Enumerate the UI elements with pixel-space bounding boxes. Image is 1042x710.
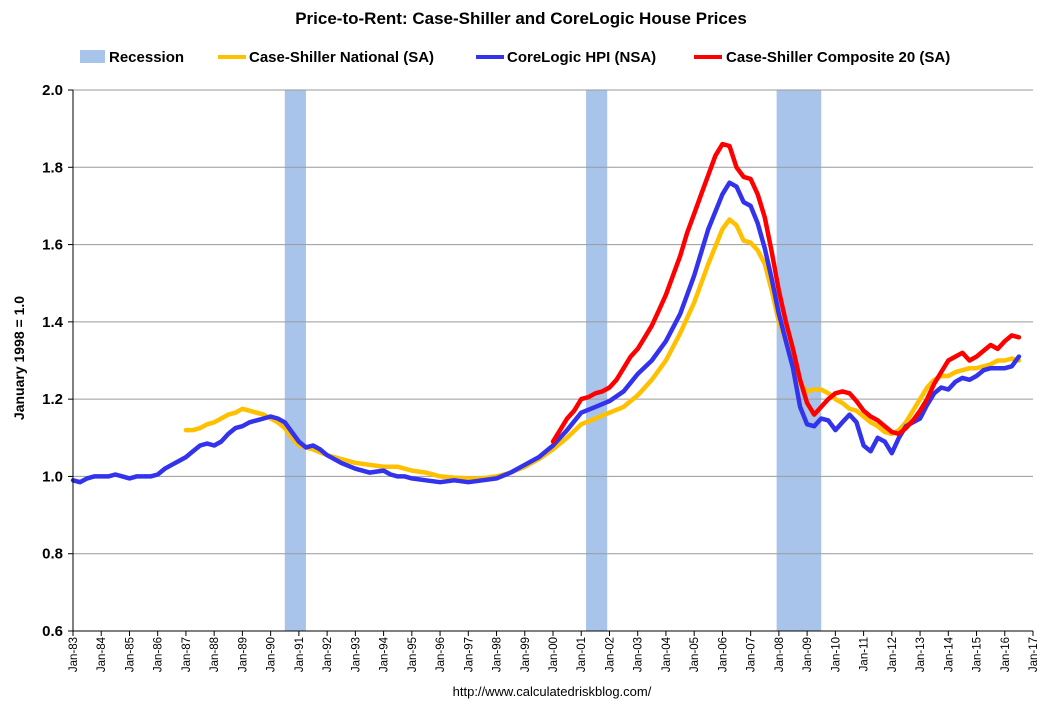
x-tick-label-5: Jan-88 <box>209 637 221 672</box>
x-tick-label-10: Jan-93 <box>350 637 362 672</box>
x-tick-label-21: Jan-04 <box>661 636 673 672</box>
plot-area <box>73 90 1033 631</box>
series-line-2 <box>70 180 1022 485</box>
x-tick-label-20: Jan-03 <box>633 637 645 672</box>
chart-title: Price-to-Rent: Case-Shiller and CoreLogi… <box>295 9 747 28</box>
x-tick-label-31: Jan-14 <box>943 636 955 672</box>
x-tick-label-8: Jan-91 <box>294 637 306 672</box>
y-tick-label-2: 1.0 <box>42 468 63 485</box>
x-tick-label-32: Jan-15 <box>972 637 984 672</box>
x-tick-label-29: Jan-12 <box>887 637 899 672</box>
recession-bands <box>284 90 822 631</box>
x-tick-label-12: Jan-95 <box>407 637 419 672</box>
legend-label-recession: Recession <box>109 49 184 66</box>
source-text: http://www.calculatedriskblog.com/ <box>453 684 652 699</box>
x-axis-ticks: Jan-83 Jan-84 Jan-85 Jan-86 Jan-87 Jan-88 Jan-… <box>68 631 1040 672</box>
x-tick-label-3: Jan-86 <box>153 637 165 672</box>
x-tick-label-9: Jan-92 <box>322 637 334 672</box>
legend-label-corelogic: CoreLogic HPI (NSA) <box>507 49 656 66</box>
x-tick-label-7: Jan-90 <box>266 637 278 672</box>
y-tick-label-0: 0.6 <box>42 623 63 640</box>
series-lines <box>70 141 1022 485</box>
x-tick-label-23: Jan-06 <box>717 637 729 672</box>
x-tick-label-1: Jan-84 <box>96 636 108 672</box>
series-line-3 <box>550 141 1022 444</box>
x-tick-label-25: Jan-08 <box>774 637 786 672</box>
y-tick-label-1: 0.8 <box>42 546 63 563</box>
x-tick-label-4: Jan-87 <box>181 637 193 672</box>
series-line-1 <box>183 217 1022 481</box>
x-tick-label-6: Jan-89 <box>237 637 249 672</box>
y-tick-label-7: 2.0 <box>42 82 63 99</box>
x-tick-label-26: Jan-09 <box>802 637 814 672</box>
y-tick-label-5: 1.6 <box>42 237 63 254</box>
x-tick-label-0: Jan-83 <box>68 637 80 672</box>
plot-background <box>73 90 1033 631</box>
y-axis-ticks: 0.6 0.8 1.0 1.2 1.4 1.6 1.8 2.0 <box>42 82 73 640</box>
y-tick-label-6: 1.8 <box>42 159 63 176</box>
x-tick-label-11: Jan-94 <box>379 636 391 672</box>
y-tick-label-4: 1.4 <box>42 314 64 331</box>
x-tick-label-14: Jan-97 <box>463 637 475 672</box>
legend-label-case-shiller-national: Case-Shiller National (SA) <box>249 49 434 66</box>
x-tick-label-22: Jan-05 <box>689 637 701 672</box>
recession-band-1 <box>284 90 306 631</box>
y-axis-label: January 1998 = 1.0 <box>11 296 27 420</box>
x-tick-label-19: Jan-02 <box>605 637 617 672</box>
x-tick-label-33: Jan-16 <box>1000 637 1012 672</box>
y-tick-label-3: 1.2 <box>42 391 63 408</box>
x-tick-label-17: Jan-00 <box>548 637 560 672</box>
x-tick-label-2: Jan-85 <box>125 637 137 672</box>
recession-band-2 <box>586 90 608 631</box>
x-tick-label-15: Jan-98 <box>492 637 504 672</box>
legend: Recession Case-Shiller National (SA) Cor… <box>80 49 950 66</box>
x-tick-label-34: Jan-17 <box>1028 637 1040 672</box>
x-tick-label-24: Jan-07 <box>746 637 758 672</box>
x-tick-label-13: Jan-96 <box>435 637 447 672</box>
legend-label-case-shiller-composite-20: Case-Shiller Composite 20 (SA) <box>726 49 950 66</box>
x-tick-label-27: Jan-10 <box>830 637 842 672</box>
x-tick-label-16: Jan-99 <box>520 637 532 672</box>
x-tick-label-30: Jan-13 <box>915 637 927 672</box>
legend-swatch-recession <box>80 50 105 63</box>
recession-band-3 <box>776 90 822 631</box>
x-tick-label-18: Jan-01 <box>576 637 588 672</box>
x-tick-label-28: Jan-11 <box>859 637 871 671</box>
